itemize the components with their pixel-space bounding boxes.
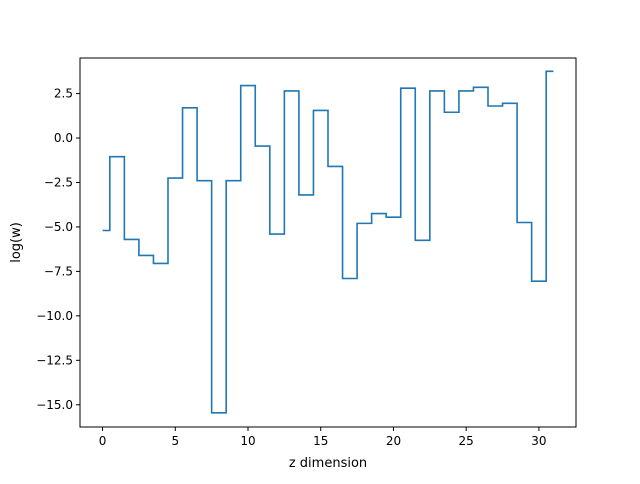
series-step-line: [102, 70, 554, 414]
y-tick-label: 0.0: [54, 131, 73, 145]
x-tick-label: 20: [386, 434, 401, 448]
x-tick-label: 5: [171, 434, 179, 448]
y-tick-label: −7.5: [44, 264, 73, 278]
y-tick-label: −12.5: [36, 353, 73, 367]
x-axis: 0 5 10 15 20 25 30: [99, 427, 547, 448]
plot-layer: [102, 70, 554, 414]
x-tick-label: 0: [99, 434, 107, 448]
y-tick-label: 2.5: [54, 87, 73, 101]
y-tick-label: −10.0: [36, 309, 73, 323]
plot-frame: [79, 57, 577, 428]
x-tick-label: 15: [313, 434, 328, 448]
y-axis: 2.5 0.0 −2.5 −5.0 −7.5 −10.0 −12.5 −15.0: [36, 87, 80, 412]
x-tick-label: 30: [531, 434, 546, 448]
y-tick-label: −15.0: [36, 398, 73, 412]
y-tick-label: −2.5: [44, 175, 73, 189]
y-axis-label: log(w): [9, 222, 24, 263]
x-tick-label: 10: [240, 434, 255, 448]
x-tick-label: 25: [459, 434, 474, 448]
y-tick-label: −5.0: [44, 220, 73, 234]
x-axis-label: z dimension: [289, 456, 367, 471]
